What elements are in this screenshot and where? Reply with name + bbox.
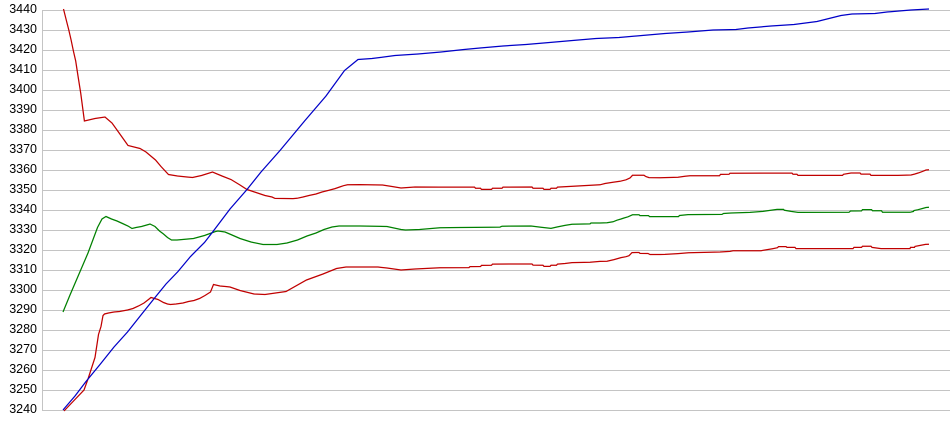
- svg-text:3420: 3420: [9, 42, 37, 56]
- svg-text:3280: 3280: [9, 322, 37, 336]
- svg-text:3440: 3440: [9, 2, 37, 16]
- svg-text:3350: 3350: [9, 182, 37, 196]
- svg-text:3380: 3380: [9, 122, 37, 136]
- svg-text:3320: 3320: [9, 242, 37, 256]
- svg-text:3240: 3240: [9, 402, 37, 416]
- svg-text:3400: 3400: [9, 82, 37, 96]
- svg-text:3250: 3250: [9, 382, 37, 396]
- svg-text:3290: 3290: [9, 302, 37, 316]
- svg-text:3310: 3310: [9, 262, 37, 276]
- svg-text:3330: 3330: [9, 222, 37, 236]
- svg-text:3340: 3340: [9, 202, 37, 216]
- svg-text:3410: 3410: [9, 62, 37, 76]
- svg-text:3390: 3390: [9, 102, 37, 116]
- svg-text:3370: 3370: [9, 142, 37, 156]
- svg-text:3360: 3360: [9, 162, 37, 176]
- svg-text:3270: 3270: [9, 342, 37, 356]
- svg-text:3430: 3430: [9, 22, 37, 36]
- svg-text:3300: 3300: [9, 282, 37, 296]
- svg-text:3260: 3260: [9, 362, 37, 376]
